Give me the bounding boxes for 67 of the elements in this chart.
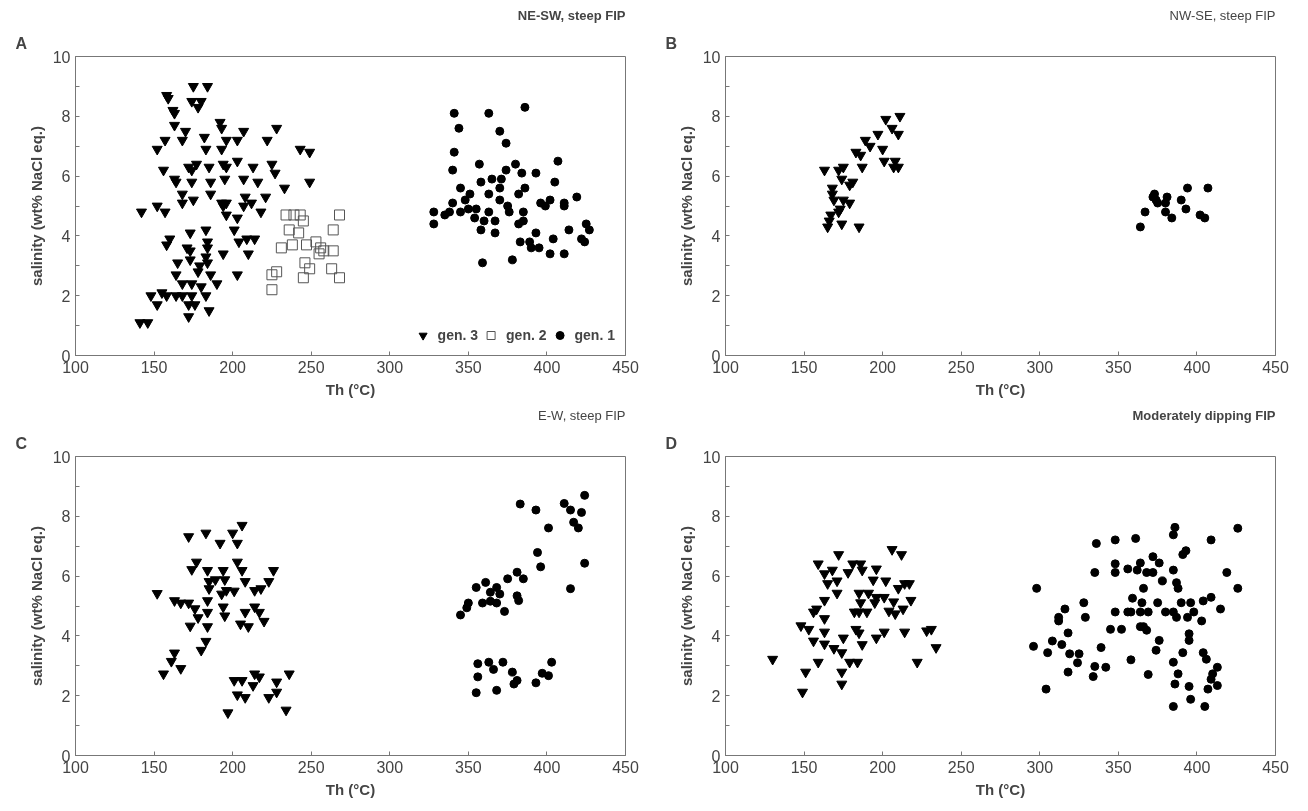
text: A [15,34,28,52]
y-tick-label: 2 [711,687,721,705]
y-tick-label: 4 [61,227,71,245]
y-tick-label: 4 [61,627,71,645]
y-axis-title: salinity (wt% NaCl eq.) [677,125,695,287]
y-tick-label: 8 [711,108,721,126]
y-tick-label: 6 [61,168,71,186]
x-tick-label: 250 [297,358,325,376]
x-tick-label: 300 [1026,358,1054,376]
x-tick-label: 150 [790,358,818,376]
x-tick-label: 200 [219,758,247,776]
y-tick-label: 10 [702,448,721,466]
chart-title: NE-SW, steep FIP [517,7,626,23]
text: D [665,434,678,452]
x-tick-label: 350 [455,758,482,776]
x-tick-label: 150 [140,358,168,376]
x-tick-label: 450 [1262,358,1289,376]
y-axis-title: salinity (wt% NaCl eq.) [677,525,695,687]
legend-label: gen. 1 [574,327,615,343]
x-tick-label: 450 [612,358,639,376]
y-tick-label: 10 [52,448,71,466]
x-tick-label: 200 [869,758,897,776]
y-tick-label: 2 [61,687,71,705]
x-tick-label: 150 [790,758,818,776]
y-tick-label: 2 [711,287,721,305]
y-tick-label: 8 [61,508,71,526]
y-tick-label: 4 [711,227,721,245]
x-tick-label: 300 [376,758,404,776]
y-tick-label: 10 [702,48,721,66]
y-tick-label: 6 [711,168,721,186]
chart-title: NW-SE, steep FIP [1169,7,1276,23]
chart-title: Moderately dipping FIP [1132,407,1276,423]
x-axis-title: Th (°C) [975,780,1026,798]
text: C [15,434,28,452]
x-tick-label: 250 [947,358,975,376]
x-tick-label: 400 [1183,358,1211,376]
y-axis-title: salinity (wt% NaCl eq.) [27,525,45,687]
y-tick-label: 4 [711,627,721,645]
y-tick-label: 8 [711,508,721,526]
x-tick-label: 450 [1262,758,1289,776]
x-tick-label: 400 [533,358,561,376]
text: B [665,34,678,52]
x-tick-label: 200 [219,358,247,376]
x-tick-label: 350 [1105,358,1132,376]
x-axis-title: Th (°C) [325,380,376,398]
y-tick-label: 10 [52,48,71,66]
x-tick-label: 150 [140,758,168,776]
x-axis-title: Th (°C) [325,780,376,798]
x-tick-label: 250 [947,758,975,776]
y-tick-label: 6 [61,568,71,586]
y-tick-label: 6 [711,568,721,586]
chart-title: E-W, steep FIP [538,407,626,423]
x-tick-label: 250 [297,758,325,776]
x-axis-title: Th (°C) [975,380,1026,398]
x-tick-label: 200 [869,358,897,376]
legend-label: gen. 2 [506,327,547,343]
x-tick-label: 400 [1183,758,1211,776]
y-axis-title: salinity (wt% NaCl eq.) [27,125,45,287]
x-tick-label: 450 [612,758,639,776]
x-tick-label: 350 [455,358,482,376]
x-tick-label: 300 [1026,758,1054,776]
y-tick-label: 8 [61,108,71,126]
x-tick-label: 350 [1105,758,1132,776]
x-tick-label: 400 [533,758,561,776]
y-tick-label: 2 [61,287,71,305]
legend-label: gen. 3 [437,327,479,343]
x-tick-label: 300 [376,358,404,376]
